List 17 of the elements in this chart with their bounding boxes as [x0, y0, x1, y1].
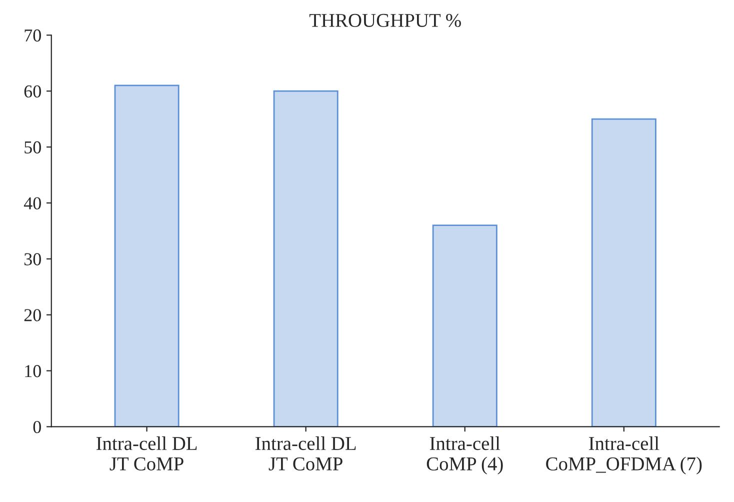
y-tick-label: 10: [25, 365, 41, 378]
y-tick-label: 0: [33, 420, 41, 434]
y-tick-label: 20: [24, 309, 41, 322]
x-tick-label: Intra-cell DL JT CoMP: [96, 436, 197, 470]
bar: [273, 90, 338, 427]
y-tick-label: 50: [24, 141, 41, 154]
y-tick-label: 60: [24, 85, 41, 98]
chart-title: THROUGHPUT %: [309, 14, 461, 28]
y-tick-label: 70: [24, 29, 41, 42]
y-tick-label: 40: [24, 197, 41, 210]
bar: [432, 224, 498, 427]
x-tick-label: Intra-cell DL JT CoMP: [256, 436, 356, 470]
x-tick-label: Intra-cell CoMP_OFDMA (7): [546, 436, 702, 474]
bar: [591, 118, 656, 427]
x-tick-label: Intra-cell CoMP (4): [426, 436, 503, 474]
bar: [114, 84, 180, 427]
y-tick-label: 30: [24, 253, 41, 266]
